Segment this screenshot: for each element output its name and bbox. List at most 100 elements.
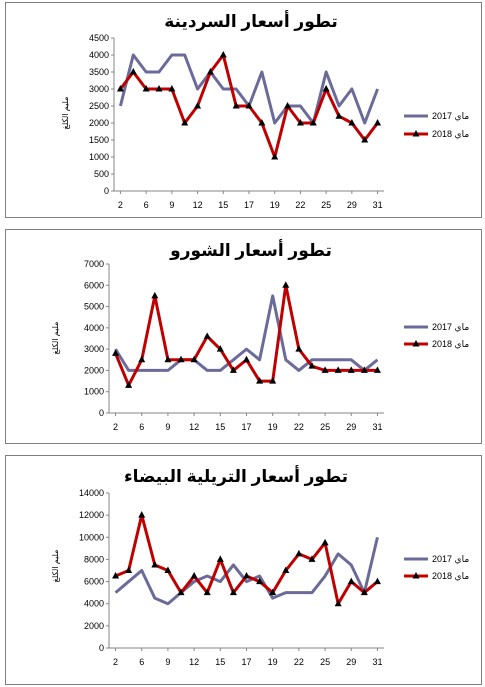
point-marker-2018 [138,355,146,363]
point-marker-2018 [125,566,133,573]
point-marker-2018 [190,572,198,579]
y-tick-label: 2000 [84,365,104,375]
point-marker-2018 [116,85,124,92]
chart-panel-white-trilia: تطور أسعار التريلية البيضاء مليم الكلغ 0… [5,455,482,685]
y-axis-label: مليم الكلغ [51,322,60,355]
y-axis-label: مليم الكلغ [51,550,60,583]
x-tick-label: 6 [139,422,144,432]
x-tick-label: 19 [270,200,280,210]
series-line-2017 [114,536,379,606]
legend-marker-2018 [412,572,420,579]
x-tick-label: 12 [189,422,199,432]
point-marker-2018 [151,291,159,299]
y-tick-label: 3000 [84,344,104,354]
point-marker-2018 [177,588,185,596]
y-tick-label: 0 [99,643,104,653]
point-marker-2018 [125,381,133,388]
point-marker-2018 [308,362,316,369]
point-marker-2018 [269,588,277,596]
point-marker-2018 [373,366,381,373]
y-tick-label: 4000 [84,599,104,609]
x-tick-label: 15 [215,657,225,667]
x-tick-label: 29 [346,657,356,667]
y-tick-label: 4000 [84,323,104,333]
point-marker-2018 [296,119,304,126]
point-marker-2018 [219,51,227,58]
x-tick-label: 9 [165,422,170,432]
x-tick-label: 9 [169,200,174,210]
point-marker-2018 [203,588,211,596]
point-marker-2018 [177,355,185,363]
point-marker-2018 [256,377,264,384]
point-marker-2018 [151,560,159,568]
x-tick-label: 15 [215,422,225,432]
y-axis-label: مليم الكلغ [61,97,70,130]
point-marker-2018 [243,355,250,363]
point-marker-2018 [284,102,292,109]
x-tick-label: 25 [321,200,331,210]
y-tick-label: 6000 [84,577,104,587]
point-marker-2018 [258,119,266,126]
point-marker-2018 [348,119,356,126]
x-tick-label: 22 [294,657,304,667]
point-marker-2018 [361,136,369,143]
point-marker-2018 [374,119,382,126]
legend-label-2017: ماي 2017 [432,554,469,564]
y-tick-label: 12000 [79,510,104,520]
y-tick-label: 2000 [84,621,104,631]
point-marker-2018 [282,566,290,573]
y-tick-label: 1500 [89,135,109,145]
point-marker-2018 [168,85,176,92]
y-tick-label: 8000 [84,554,104,564]
point-marker-2018 [322,85,330,92]
series-line-2018 [114,513,379,606]
x-tick-label: 25 [320,657,330,667]
point-marker-2018 [321,538,329,546]
point-marker-2018 [206,68,214,75]
point-marker-2018 [155,85,163,92]
x-tick-label: 31 [372,422,382,432]
point-marker-2018 [216,555,224,562]
point-marker-2018 [216,345,224,352]
chart-title: تطور أسعار السردينة [164,10,338,32]
point-marker-2018 [203,332,211,339]
x-tick-label: 12 [193,200,203,210]
x-tick-label: 19 [268,422,278,432]
point-marker-2018 [112,572,120,579]
chart-title: تطور أسعار الشورو [169,239,332,261]
legend-label-2018: ماي 2018 [432,129,469,139]
y-tick-label: 4500 [89,33,109,43]
point-marker-2018 [282,281,290,288]
y-tick-label: 10000 [79,532,104,542]
y-tick-label: 0 [99,408,104,418]
point-marker-2018 [360,588,368,596]
y-tick-label: 14000 [79,488,104,498]
x-tick-label: 22 [294,422,304,432]
y-tick-label: 1000 [89,152,109,162]
point-marker-2018 [295,549,303,557]
point-marker-2018 [309,119,317,126]
x-tick-label: 9 [165,657,170,667]
point-marker-2018 [373,577,381,585]
x-tick-label: 17 [241,657,251,667]
y-tick-label: 6000 [84,280,104,290]
point-marker-2018 [256,577,264,585]
point-marker-2018 [347,366,355,373]
x-tick-label: 31 [373,200,383,210]
point-marker-2018 [347,577,355,585]
point-marker-2018 [142,85,150,92]
point-marker-2018 [229,588,237,596]
legend-marker-2018 [412,340,420,347]
legend-label-2017: ماي 2017 [432,111,469,121]
chart-svg-shoro: تطور أسعار الشورو مليم الكلغ 0 1000 2000 30… [51,239,469,432]
x-tick-label: 17 [241,422,251,432]
chart-panel-sardine: تطور أسعار السردينة مليم الكلغ 0 500 1000 1… [5,2,482,218]
point-marker-2018 [335,112,343,119]
x-tick-label: 12 [189,657,199,667]
y-tick-label: 500 [94,169,109,179]
x-tick-label: 25 [320,422,330,432]
x-tick-label: 17 [244,200,254,210]
y-tick-label: 5000 [84,302,104,312]
x-tick-label: 31 [372,657,382,667]
point-marker-2018 [334,366,342,373]
